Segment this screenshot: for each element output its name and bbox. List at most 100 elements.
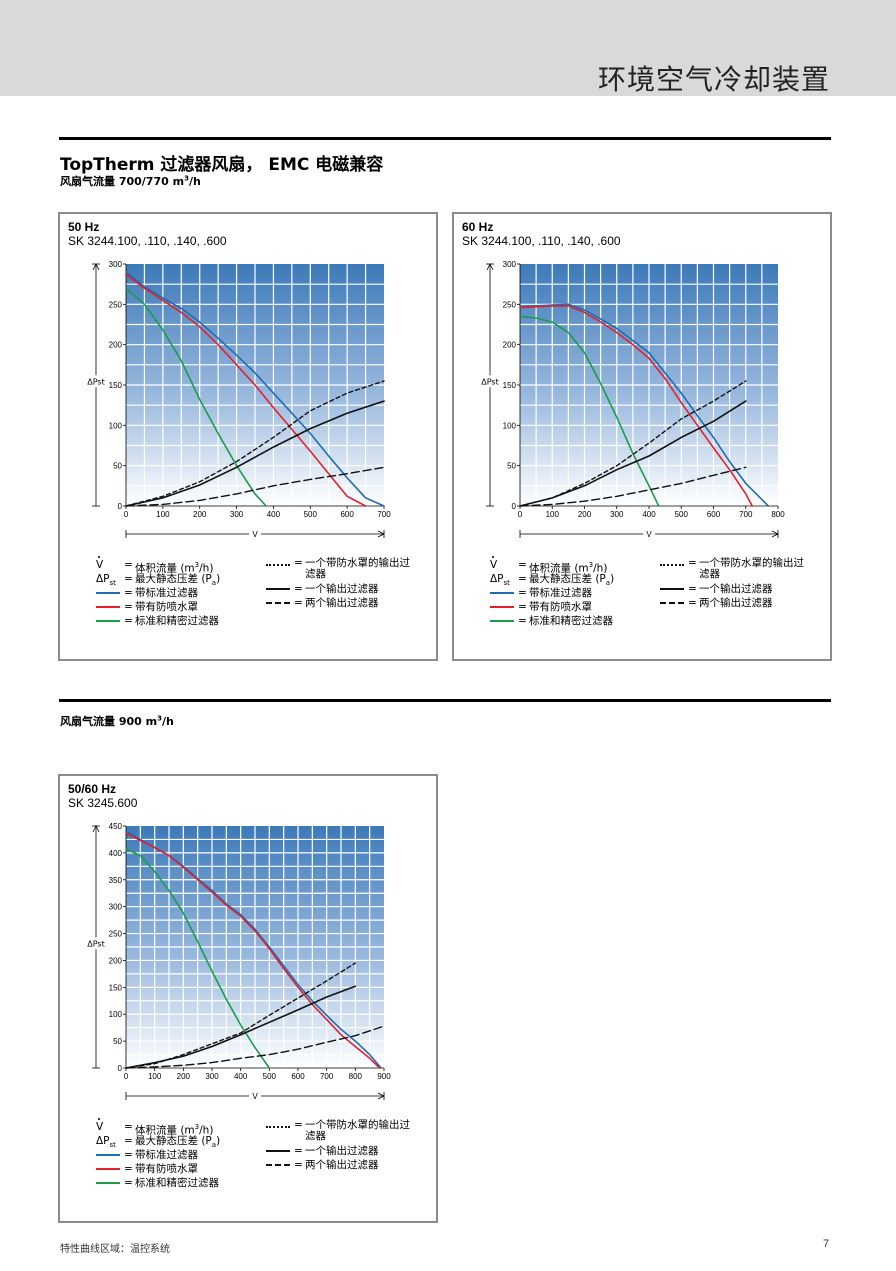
panel-frequency: 60 Hz [462, 220, 494, 234]
x-label-bg [643, 528, 655, 540]
legend-text: 一个带防水罩的输出过 滤器 [305, 557, 410, 580]
pressure-symbol: ΔPst [490, 573, 510, 588]
x-label-bg [249, 528, 261, 540]
legend-equals: = [124, 1149, 133, 1161]
y-label-bg [87, 937, 105, 950]
series-line-red [125, 832, 381, 1069]
legend-text: 一个带防水罩的输出过 滤器 [699, 557, 804, 580]
legend-line-solid [490, 606, 514, 608]
x-tick-label: 400 [234, 1072, 248, 1081]
legend-equals: = [294, 557, 303, 569]
legend-text: 一个输出过滤器 [699, 583, 773, 595]
legend-line-dashed [266, 602, 290, 604]
legend-text: 带有防喷水罩 [135, 1163, 198, 1175]
flow-symbol: V [96, 1118, 104, 1133]
y-tick-label: 100 [109, 1010, 123, 1019]
legend-equals: = [294, 1119, 303, 1131]
x-tick-label: 800 [771, 510, 785, 519]
y-arrow-head [486, 263, 494, 271]
y-tick-label: 0 [512, 502, 517, 511]
x-tick-label: 0 [124, 510, 129, 519]
legend-equals: = [518, 587, 527, 599]
legend-text: 两个输出过滤器 [305, 597, 379, 609]
legend-text: 标准和精密过滤器 [135, 615, 219, 627]
flow-symbol: V [490, 556, 498, 571]
legend-text: 最大静态压差 (Pa) [135, 573, 221, 588]
chart-panel-50hz: 50 Hz SK 3244.100, .110, .140, .600 0 50 1… [58, 212, 438, 661]
x-tick-label: 500 [675, 510, 689, 519]
legend-equals: = [124, 587, 133, 599]
x-tick-label: 300 [610, 510, 624, 519]
y-tick-label: 200 [109, 341, 123, 350]
y-tick-label: 250 [109, 300, 123, 309]
x-tick-label: 600 [340, 510, 354, 519]
legend-text: 带标准过滤器 [135, 1149, 198, 1161]
series-line-green [519, 315, 660, 507]
series-line-short-dash [125, 380, 385, 507]
x-tick-label: 600 [707, 510, 721, 519]
series-line-solid [125, 985, 357, 1069]
y-tick-label: 0 [118, 1064, 123, 1073]
legend-equals: = [124, 1177, 133, 1189]
section-subtitle: 风扇气流量 700/770 m3/h [60, 173, 201, 189]
x-tick-label: 600 [291, 1072, 305, 1081]
section-rule-2 [59, 699, 831, 702]
legend: V = 体积流量 (m3/h) ΔPst = 最大静态压差 (Pa) = 带标准过滤器 = 带有防… [490, 556, 830, 638]
legend-text: 两个输出过滤器 [699, 597, 773, 609]
x-axis-label: V [252, 1092, 258, 1101]
series-line-green [125, 287, 267, 507]
subtitle-suffix: /h [188, 175, 201, 188]
section-rule [59, 137, 831, 140]
y-axis-label: ΔPst [87, 939, 104, 948]
legend-text: 最大静态压差 (Pa) [135, 1135, 221, 1150]
y-tick-label: 50 [113, 1037, 122, 1046]
legend-equals: = [688, 583, 697, 595]
panel-model: SK 3244.100, .110, .140, .600 [68, 234, 227, 248]
x-tick-label: 800 [349, 1072, 363, 1081]
legend-text: 一个输出过滤器 [305, 583, 379, 595]
legend-line-dotted [266, 564, 290, 566]
legend-text: 两个输出过滤器 [305, 1159, 379, 1171]
y-tick-label: 250 [503, 300, 517, 309]
legend-line-solid [266, 588, 290, 590]
y-axis-label: ΔPst [481, 377, 498, 386]
y-label-bg [481, 375, 499, 388]
page-number: 7 [823, 1238, 830, 1250]
y-tick-label: 450 [109, 822, 123, 831]
legend-line-solid [266, 1150, 290, 1152]
legend-line-solid [490, 592, 514, 594]
legend-text: 一个输出过滤器 [305, 1145, 379, 1157]
flow-symbol: V [96, 556, 104, 571]
series-line-long-dash [125, 466, 385, 507]
legend-equals: = [688, 557, 697, 569]
legend-line-solid [96, 1168, 120, 1170]
legend-line-solid [490, 620, 514, 622]
panel-frequency: 50 Hz [68, 220, 100, 234]
y-tick-label: 100 [109, 421, 123, 430]
y-tick-label: 200 [503, 341, 517, 350]
y-axis-label: ΔPst [87, 377, 104, 386]
legend-equals: = [294, 597, 303, 609]
panel-model: SK 3244.100, .110, .140, .600 [462, 234, 621, 248]
y-tick-label: 250 [109, 930, 123, 939]
legend-text: 标准和精密过滤器 [529, 615, 613, 627]
legend-line-dashed [660, 602, 684, 604]
x-arrow-head [377, 1092, 385, 1100]
y-tick-label: 100 [503, 421, 517, 430]
legend-equals: = [294, 583, 303, 595]
x-tick-label: 500 [263, 1072, 277, 1081]
chart-svg: 0 50 100 150 200 250 300 0 100 200 300 400 500 600 700… [87, 260, 391, 540]
legend-text: 体积流量 (m3/h) [135, 561, 214, 575]
legend-text: 标准和精密过滤器 [135, 1177, 219, 1189]
legend-equals: = [518, 615, 527, 627]
x-tick-label: 300 [205, 1072, 219, 1081]
y-tick-label: 150 [109, 983, 123, 992]
x-axis-label: V [646, 530, 652, 539]
legend-equals: = [294, 1145, 303, 1157]
chart-panel-60hz: 60 Hz SK 3244.100, .110, .140, .600 0 50 1… [452, 212, 832, 661]
legend-equals: = [518, 601, 527, 613]
y-tick-label: 300 [503, 260, 517, 269]
y-tick-label: 200 [109, 956, 123, 965]
x-tick-label: 300 [230, 510, 244, 519]
subtitle-sup: 3 [157, 714, 162, 723]
